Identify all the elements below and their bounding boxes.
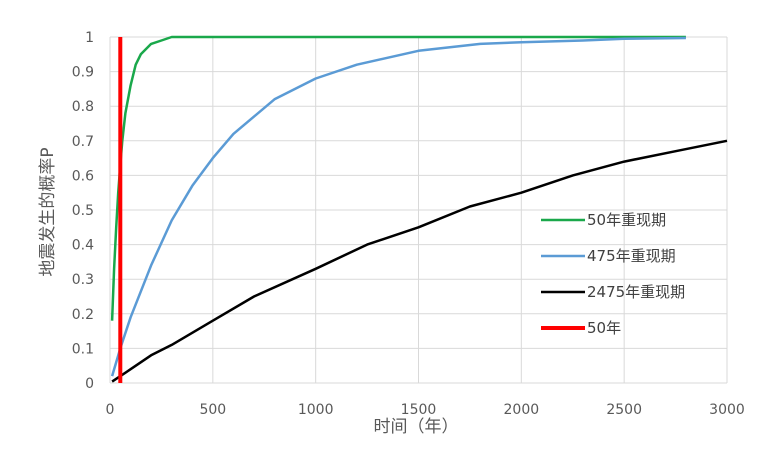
y-tick-label-9: 0.9: [72, 65, 94, 81]
y-tick-label-10: 1: [85, 30, 94, 46]
x-tick-label-0: 0: [106, 402, 115, 418]
y-tick-label-5: 0.5: [72, 203, 94, 219]
grid-lines: [109, 36, 728, 384]
y-tick-label-2: 0.2: [72, 307, 94, 323]
x-tick-label-1: 500: [199, 402, 226, 418]
x-tick-label-6: 3000: [709, 402, 745, 418]
x-tick-label-4: 2000: [504, 402, 540, 418]
y-tick-label-1: 0.1: [72, 341, 94, 357]
x-tick-label-2: 1000: [298, 402, 334, 418]
y-tick-label-4: 0.4: [72, 238, 94, 254]
x-tick-label-5: 2500: [606, 402, 642, 418]
y-tick-label-3: 0.3: [72, 272, 94, 288]
legend-label-0: 50年重现期: [587, 211, 666, 229]
series-line-1: [110, 36, 686, 377]
legend-label-2: 2475年重现期: [587, 283, 685, 301]
series-lines: [110, 35, 728, 383]
x-tick-label-3: 1500: [401, 402, 437, 418]
legend-label-3: 50年: [587, 319, 621, 337]
y-tick-labels: 0 0.1 0.2 0.3 0.4 0.5 0.6 0.7 0.8 0.9 1: [72, 30, 94, 392]
series-line-2: [111, 139, 728, 383]
y-tick-label-0: 0: [85, 376, 94, 392]
legend-label-1: 475年重现期: [587, 247, 676, 265]
x-axis-title: 时间（年）: [374, 417, 459, 437]
y-tick-label-8: 0.8: [72, 99, 94, 115]
y-tick-label-7: 0.7: [72, 134, 94, 150]
y-axis-title: 地震发生的概率P: [38, 147, 58, 276]
x-tick-labels: 0 500 1000 1500 2000 2500 3000: [106, 402, 745, 418]
y-tick-label-6: 0.6: [72, 168, 94, 184]
legend: 50年重现期 475年重现期 2475年重现期 50年: [541, 211, 685, 337]
